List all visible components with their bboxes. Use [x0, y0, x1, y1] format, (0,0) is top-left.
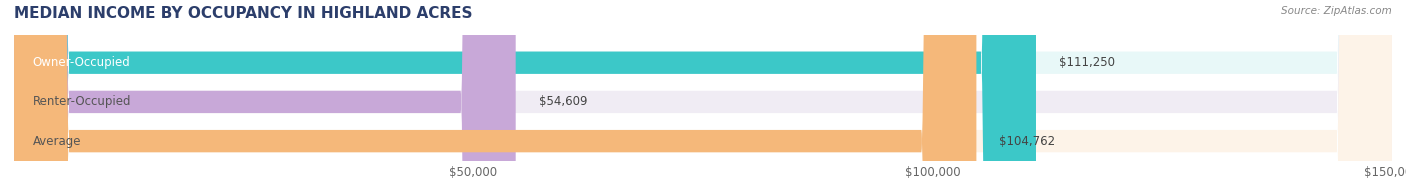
- Text: Renter-Occupied: Renter-Occupied: [32, 95, 131, 108]
- FancyBboxPatch shape: [14, 0, 976, 196]
- Text: Owner-Occupied: Owner-Occupied: [32, 56, 131, 69]
- Text: MEDIAN INCOME BY OCCUPANCY IN HIGHLAND ACRES: MEDIAN INCOME BY OCCUPANCY IN HIGHLAND A…: [14, 6, 472, 21]
- FancyBboxPatch shape: [14, 0, 1392, 196]
- FancyBboxPatch shape: [14, 0, 1392, 196]
- FancyBboxPatch shape: [14, 0, 1392, 196]
- FancyBboxPatch shape: [14, 0, 1036, 196]
- FancyBboxPatch shape: [14, 0, 516, 196]
- Text: $54,609: $54,609: [538, 95, 588, 108]
- Text: $104,762: $104,762: [1000, 135, 1056, 148]
- Text: Average: Average: [32, 135, 82, 148]
- Text: $111,250: $111,250: [1059, 56, 1115, 69]
- Text: Source: ZipAtlas.com: Source: ZipAtlas.com: [1281, 6, 1392, 16]
